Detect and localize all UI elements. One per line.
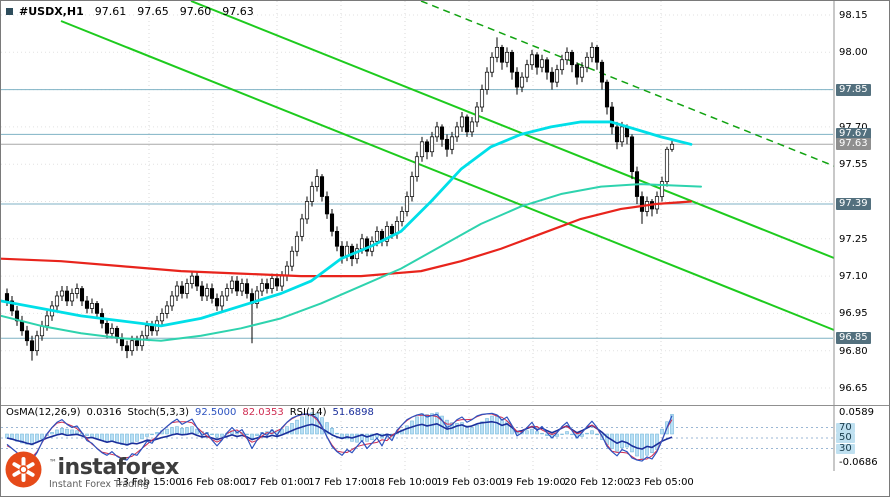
- price-chart-canvas[interactable]: [1, 1, 890, 471]
- ma-cyan-line: [1, 120, 693, 328]
- stoch-d-value: 82.0353: [242, 407, 284, 418]
- instaforex-logo-icon: [5, 451, 42, 488]
- stoch-k-value: 92.5000: [195, 407, 237, 418]
- price-tick: 96.80: [839, 345, 868, 357]
- price-tick: 97.55: [839, 159, 868, 171]
- indicator-scale-min: -0.0686: [839, 457, 878, 468]
- ma-cyan-line: [1, 120, 693, 328]
- price-tick: 96.95: [839, 308, 868, 320]
- rsi-label: RSI(14): [289, 407, 327, 418]
- panel-separators: [1, 1, 889, 471]
- ma-teal-line: [1, 183, 702, 342]
- price-level-badge: 97.67: [836, 128, 871, 141]
- time-axis[interactable]: 13 Feb 15:00 16 Feb 08:00 17 Feb 01:00 17 F…: [1, 472, 834, 496]
- price-level-badge: 97.39: [836, 197, 871, 210]
- price-tick: 97.70: [839, 122, 868, 133]
- rsi-value: 51.6898: [332, 407, 374, 418]
- time-label: 17 Feb 01:00: [244, 477, 310, 488]
- trend-lines: [60, 1, 835, 331]
- time-label: 23 Feb 05:00: [628, 477, 694, 488]
- stoch-main-line: [6, 412, 673, 462]
- price-level-badge: 97.85: [836, 83, 871, 96]
- trademark-symbol: ™: [49, 458, 57, 467]
- stoch-label: Stoch(5,3,3): [127, 407, 190, 418]
- symbol-name: #USDX,H1: [19, 5, 84, 18]
- price-level-badge: 96.85: [836, 332, 871, 345]
- price-tick: 97.10: [839, 271, 868, 283]
- time-label: 19 Feb 19:00: [500, 477, 566, 488]
- brand-name: ™instaforex: [49, 455, 179, 480]
- brand-tagline: Instant Forex Trading: [49, 479, 149, 490]
- ohlc-open: 97.61: [94, 5, 127, 18]
- time-label: 13 Feb 15:00: [116, 477, 182, 488]
- instaforex-watermark: ™instaforex Instant Forex Trading: [5, 451, 179, 490]
- price-axis[interactable]: 98.15 98.00 97.70 97.55 97.25 97.10 96.95 96.80…: [835, 1, 889, 471]
- time-label: 20 Feb 12:00: [564, 477, 630, 488]
- support-resistance-lines: [1, 89, 833, 339]
- time-label: 19 Feb 03:00: [436, 477, 502, 488]
- current-price-badge: 97.63: [836, 138, 871, 151]
- grid-lines: [1, 1, 833, 471]
- price-tick: 98.15: [839, 10, 868, 21]
- osma-label: OsMA(12,26,9): [6, 407, 81, 418]
- indicator-header: OsMA(12,26,9) 0.0316 Stoch(5,3,3) 92.500…: [6, 407, 374, 418]
- ma-red-line: [1, 200, 693, 278]
- price-tick: 96.65: [839, 383, 868, 394]
- time-label: 18 Feb 10:00: [372, 477, 438, 488]
- time-label: 16 Feb 08:00: [180, 477, 246, 488]
- stoch-main-line: [6, 412, 673, 462]
- symbol-header: #USDX,H1 97.61 97.65 97.60 97.63: [6, 5, 254, 18]
- ohlc-low: 97.60: [179, 5, 212, 18]
- indicator-level-badge: 50: [836, 433, 855, 443]
- ma-teal-line: [1, 183, 702, 342]
- time-label: 17 Feb 17:00: [308, 477, 374, 488]
- indicator-level-badge: 30: [836, 443, 855, 454]
- ma-red-line: [1, 200, 693, 278]
- chart-symbol-icon: [6, 8, 13, 15]
- indicator-scale-max: 0.0589: [839, 407, 874, 418]
- candles-layer: [4, 37, 675, 361]
- price-tick: 98.00: [839, 47, 868, 59]
- indicator-level-badge: 70: [836, 422, 855, 433]
- ohlc-close: 97.63: [222, 5, 254, 18]
- price-tick: 97.25: [839, 233, 868, 245]
- ohlc-high: 97.65: [137, 5, 169, 18]
- osma-value: 0.0316: [86, 407, 122, 418]
